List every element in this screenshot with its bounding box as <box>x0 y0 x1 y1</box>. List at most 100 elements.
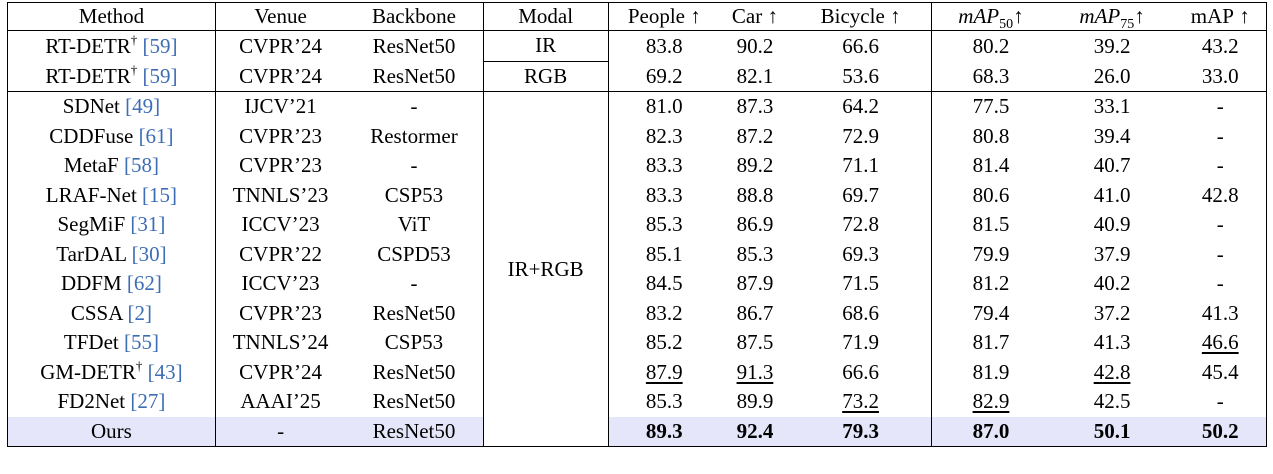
car-cell: 86.7 <box>720 299 790 329</box>
dagger: † <box>135 357 143 373</box>
car-cell: 91.3 <box>720 358 790 388</box>
header-arrow: ↑ <box>690 4 701 28</box>
results-table: Method Venue Backbone Modal People ↑ Car ↑ Bic… <box>7 2 1267 447</box>
modal-cell: RGB <box>482 60 609 92</box>
bicycle-cell: 66.6 <box>789 30 933 61</box>
cell-value: 83.3 <box>645 153 683 178</box>
map75-cell: 37.9 <box>1050 240 1175 270</box>
backbone-cell: - <box>345 151 484 181</box>
bicycle-cell: 69.3 <box>789 239 933 269</box>
bicycle-cell: 72.8 <box>789 210 933 240</box>
cell-value: 85.2 <box>645 330 683 355</box>
citation: [15] <box>142 182 178 207</box>
cell-value: ViT <box>397 212 431 237</box>
car-cell: 90.2 <box>720 31 790 62</box>
citation: [31] <box>130 212 166 237</box>
cell-value: 79.9 <box>972 241 1010 266</box>
cell-value: 50.1 <box>1093 418 1131 443</box>
cell-value: 33.0 <box>1201 63 1239 88</box>
backbone-cell: Restormer <box>345 121 484 151</box>
cell-value: ICCV’23 <box>241 271 320 296</box>
bicycle-cell: 66.6 <box>789 357 933 387</box>
map75-cell: 26.0 <box>1050 61 1175 92</box>
method-cell: LRAF-Net [15] <box>7 180 216 210</box>
map-cell: 46.6 <box>1174 328 1267 358</box>
backbone-cell: ResNet50 <box>345 30 484 61</box>
venue-cell: IJCV’21 <box>214 91 346 122</box>
backbone-cell: CSPD53 <box>345 239 484 269</box>
car-cell: 89.9 <box>720 387 790 417</box>
table-row: Ours - ResNet50 89.3 92.4 79.3 87.0 50.1 50.2 <box>7 416 1267 447</box>
dagger: † <box>130 31 138 47</box>
map-cell: 43.2 <box>1174 30 1267 61</box>
map75-cell: 39.2 <box>1050 31 1175 62</box>
cell-value: ResNet50 <box>372 33 456 58</box>
venue-cell: CVPR’24 <box>214 30 346 61</box>
map-cell: 33.0 <box>1174 61 1267 92</box>
map75-cell: 42.8 <box>1050 358 1175 388</box>
method-name: CDDFuse <box>49 123 134 148</box>
column-header: Car ↑ <box>720 3 790 31</box>
cell-value: CVPR’22 <box>239 241 322 266</box>
cell-value: 50.2 <box>1201 418 1239 443</box>
modal-cell: IR <box>482 30 609 61</box>
modal-cell: IR+RGB <box>482 91 609 447</box>
column-header: Bicycle ↑ <box>789 2 933 31</box>
bicycle-cell: 71.1 <box>789 151 933 181</box>
cell-value: - <box>410 271 418 296</box>
map75-cell: 41.3 <box>1050 328 1175 358</box>
cell-value: ResNet50 <box>372 389 456 414</box>
cell-value: 85.3 <box>645 212 683 237</box>
backbone-cell: - <box>345 269 484 299</box>
map-cell: - <box>1174 269 1267 299</box>
method-name: FD2Net <box>57 389 126 414</box>
header-label: mAP <box>958 4 1000 28</box>
cell-value: 81.2 <box>972 271 1010 296</box>
map50-cell: 80.6 <box>931 180 1050 210</box>
venue-cell: TNNLS’24 <box>214 328 346 358</box>
header-label: People <box>627 4 685 28</box>
cell-value: 45.4 <box>1201 359 1239 384</box>
cell-value: 72.8 <box>842 212 879 237</box>
cell-value: 40.7 <box>1093 153 1131 178</box>
people-cell: 87.9 <box>607 357 720 387</box>
cell-value: 87.9 <box>736 271 774 296</box>
method-name: GM-DETR <box>40 359 136 384</box>
header-label: mAP <box>1190 4 1234 28</box>
method-name: SegMiF <box>57 212 126 237</box>
cell-value: 84.5 <box>645 271 683 296</box>
column-header: mAP ↑ <box>1174 2 1267 31</box>
map-cell: 45.4 <box>1174 357 1267 387</box>
cell-value: 43.2 <box>1201 33 1239 58</box>
bicycle-cell: 72.9 <box>789 121 933 151</box>
table-row: SDNet [49] IJCV’21 - IR+RGB 81.0 87.3 64.2 77.5… <box>7 91 1267 447</box>
table-row: DDFM [62] ICCV’23 - 84.5 87.9 71.5 81.2 40.2 - <box>7 269 1267 299</box>
cell-value: - <box>1216 94 1224 119</box>
cell-value: 83.3 <box>645 182 683 207</box>
method-name: TarDAL <box>56 241 127 266</box>
cell-value: 87.9 <box>645 359 683 384</box>
citation: [30] <box>131 241 167 266</box>
cell-value: 87.3 <box>736 94 774 119</box>
method-name: RT-DETR <box>45 63 131 88</box>
dagger: † <box>130 61 138 77</box>
cell-value: 89.3 <box>645 418 683 443</box>
backbone-cell: ResNet50 <box>345 357 484 387</box>
cell-value: 40.2 <box>1093 271 1131 296</box>
backbone-cell: CSP53 <box>345 328 484 358</box>
cell-value: 71.1 <box>842 153 879 178</box>
header-arrow: ↑ <box>890 4 901 28</box>
cell-value: CVPR’24 <box>239 33 322 58</box>
bicycle-cell: 71.5 <box>789 269 933 299</box>
map50-cell: 77.5 <box>931 91 1050 122</box>
map75-cell: 41.0 <box>1050 181 1175 211</box>
cell-value: 42.5 <box>1093 389 1131 414</box>
method-name: CSSA <box>70 300 123 325</box>
cell-value: - <box>1216 212 1224 237</box>
cell-value: 33.1 <box>1093 94 1131 119</box>
method-cell: TarDAL [30] <box>7 239 216 269</box>
cell-value: 41.3 <box>1093 330 1131 355</box>
cell-value: 37.9 <box>1093 241 1131 266</box>
venue-cell: CVPR’23 <box>214 298 346 328</box>
column-header: People ↑ <box>607 2 720 31</box>
